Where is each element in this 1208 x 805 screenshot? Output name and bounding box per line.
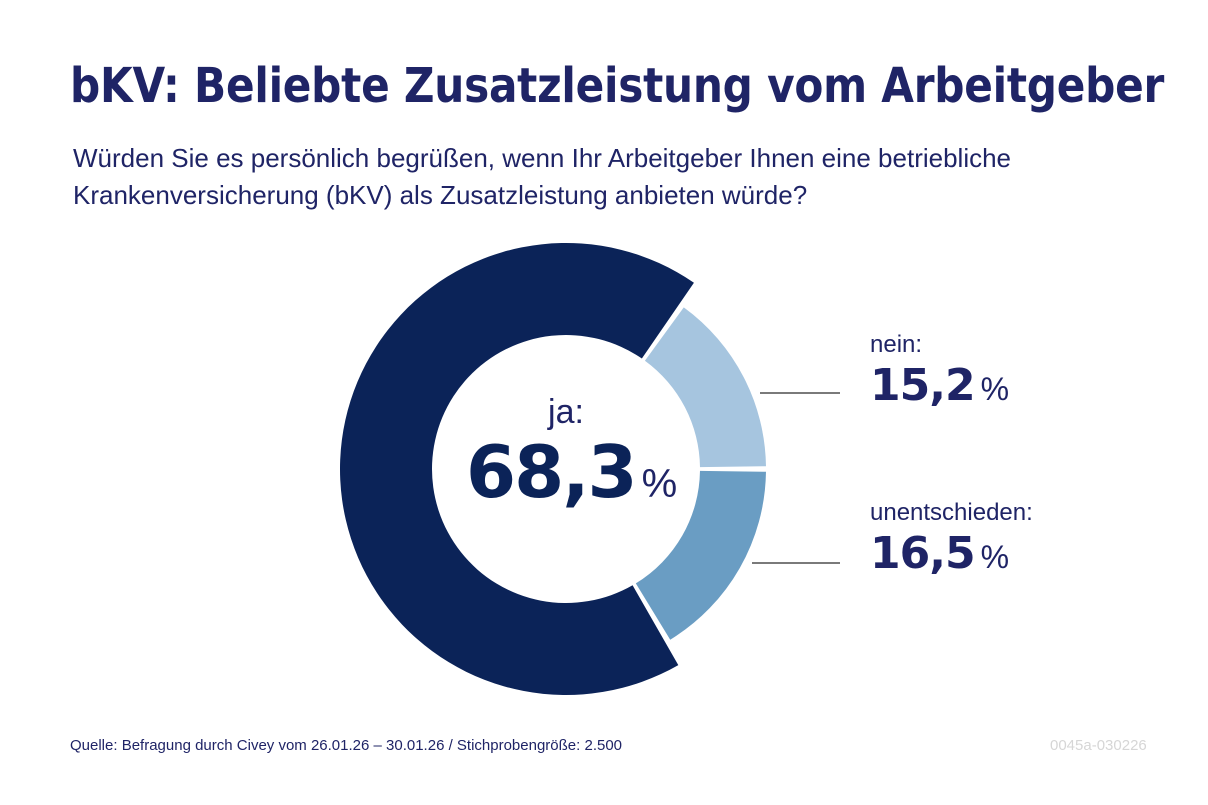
donut-slices — [339, 242, 766, 695]
label-unentschieden-value: 16,5 — [870, 528, 976, 579]
donut-slice-unentschieden — [635, 470, 766, 640]
label-ja-value-group: 68,3% — [466, 430, 677, 514]
chart-title: bKV: Beliebte Zusatzleistung vom Arbeitg… — [70, 58, 1165, 114]
subtitle-line-2: Krankenversicherung (bKV) als Zusatzleis… — [73, 180, 808, 210]
label-nein: nein: 15,2% — [870, 330, 1009, 422]
label-ja-value: 68,3 — [466, 430, 638, 514]
label-unentschieden-category: unentschieden: — [870, 499, 1033, 526]
label-nein-value: 15,2 — [870, 360, 976, 411]
chart-code: 0045a-030226 — [1050, 737, 1147, 754]
label-nein-unit: % — [980, 371, 1010, 407]
source-note: Quelle: Befragung durch Civey vom 26.01.… — [70, 737, 623, 754]
label-unentschieden-unit: % — [980, 539, 1010, 575]
label-unentschieden: unentschieden: 16,5% — [870, 498, 1033, 590]
label-nein-value-group: 15,2% — [870, 360, 1009, 422]
label-ja-unit: % — [641, 462, 678, 506]
chart-subtitle: Würden Sie es persönlich begrüßen, wenn … — [73, 140, 1011, 214]
donut-slice-ja — [339, 242, 694, 695]
donut-slice-nein — [644, 307, 766, 468]
label-unentschieden-value-group: 16,5% — [870, 528, 1033, 590]
center-label-ja: ja: 68,3% — [466, 392, 677, 514]
label-ja-category: ja: — [548, 393, 584, 431]
subtitle-line-1: Würden Sie es persönlich begrüßen, wenn … — [73, 143, 1012, 173]
label-nein-category: nein: — [870, 331, 923, 358]
